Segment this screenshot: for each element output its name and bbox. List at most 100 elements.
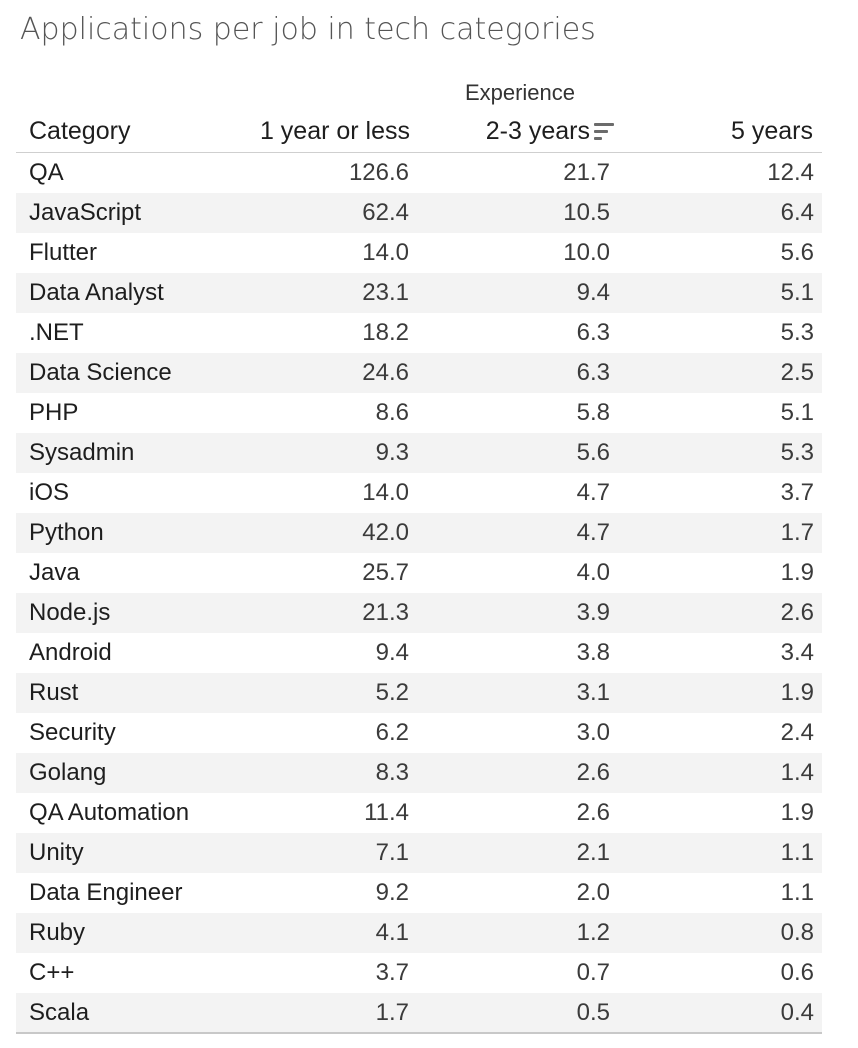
table-bottom-border xyxy=(16,1032,822,1034)
value-cell: 6.3 xyxy=(576,359,610,386)
value-cell: 5.3 xyxy=(780,319,814,346)
sort-descending-icon[interactable] xyxy=(594,123,614,141)
category-cell: Golang xyxy=(29,759,107,786)
category-cell: QA Automation xyxy=(29,799,190,826)
value-cell: 1.2 xyxy=(576,919,610,946)
table-row[interactable]: Java 25.7 4.0 1.9 xyxy=(16,553,822,593)
value-cell: 2.0 xyxy=(576,879,610,906)
table-row[interactable]: JavaScript 62.4 10.5 6.4 xyxy=(16,193,822,233)
value-cell: 0.7 xyxy=(576,959,610,986)
value-cell: 2.6 xyxy=(780,599,814,626)
category-cell: Unity xyxy=(29,839,84,866)
category-cell: iOS xyxy=(29,479,70,506)
table-row[interactable]: Unity 7.1 2.1 1.1 xyxy=(16,833,822,873)
value-cell: 3.8 xyxy=(576,639,610,666)
value-cell: 126.6 xyxy=(348,159,409,186)
value-cell: 5.8 xyxy=(576,399,610,426)
column-header-5-years[interactable]: 5 years xyxy=(731,117,813,145)
value-cell: 1.9 xyxy=(780,799,814,826)
table-row[interactable]: Python 42.0 4.7 1.7 xyxy=(16,513,822,553)
value-cell: 9.3 xyxy=(375,439,409,466)
category-cell: Flutter xyxy=(29,239,98,266)
table-row[interactable]: Data Analyst 23.1 9.4 5.1 xyxy=(16,273,822,313)
value-cell: 2.6 xyxy=(576,799,610,826)
value-cell: 1.9 xyxy=(780,559,814,586)
table-row[interactable]: PHP 8.6 5.8 5.1 xyxy=(16,393,822,433)
table-row[interactable]: C++ 3.7 0.7 0.6 xyxy=(16,953,822,993)
value-cell: 11.4 xyxy=(364,799,409,826)
header-divider xyxy=(16,152,215,153)
value-cell: 5.2 xyxy=(375,679,409,706)
value-cell: 4.7 xyxy=(576,519,610,546)
value-cell: 5.3 xyxy=(780,439,814,466)
value-cell: 14.0 xyxy=(362,479,409,506)
value-cell: 18.2 xyxy=(362,319,409,346)
value-cell: 6.2 xyxy=(375,719,409,746)
value-cell: 1.1 xyxy=(780,839,814,866)
value-cell: 5.6 xyxy=(576,439,610,466)
value-cell: 2.4 xyxy=(780,719,814,746)
table-row[interactable]: Flutter 14.0 10.0 5.6 xyxy=(16,233,822,273)
value-cell: 2.1 xyxy=(576,839,610,866)
table-row[interactable]: Ruby 4.1 1.2 0.8 xyxy=(16,913,822,953)
value-cell: 3.7 xyxy=(375,959,409,986)
table-row[interactable]: Node.js 21.3 3.9 2.6 xyxy=(16,593,822,633)
value-cell: 24.6 xyxy=(362,359,409,386)
table-row[interactable]: Data Science 24.6 6.3 2.5 xyxy=(16,353,822,393)
chart-title: Applications per job in tech categories xyxy=(20,12,596,47)
value-cell: 2.5 xyxy=(780,359,814,386)
value-cell: 9.4 xyxy=(576,279,610,306)
category-cell: .NET xyxy=(29,319,84,346)
value-cell: 4.0 xyxy=(576,559,610,586)
row-header-category[interactable]: Category xyxy=(29,117,131,145)
value-cell: 0.6 xyxy=(780,959,814,986)
category-cell: Python xyxy=(29,519,104,546)
category-cell: Sysadmin xyxy=(29,439,135,466)
value-cell: 21.3 xyxy=(362,599,409,626)
value-cell: 3.4 xyxy=(780,639,814,666)
value-cell: 23.1 xyxy=(362,279,409,306)
category-cell: QA xyxy=(29,159,64,186)
value-cell: 6.4 xyxy=(780,199,814,226)
table-row[interactable]: QA Automation 11.4 2.6 1.9 xyxy=(16,793,822,833)
category-cell: Ruby xyxy=(29,919,86,946)
value-cell: 3.9 xyxy=(576,599,610,626)
value-cell: 9.4 xyxy=(375,639,409,666)
value-cell: 7.1 xyxy=(375,839,409,866)
table-row[interactable]: QA 126.6 21.7 12.4 xyxy=(16,153,822,193)
table-row[interactable]: Rust 5.2 3.1 1.9 xyxy=(16,673,822,713)
value-cell: 5.6 xyxy=(780,239,814,266)
table-row[interactable]: Security 6.2 3.0 2.4 xyxy=(16,713,822,753)
category-cell: Java xyxy=(29,559,80,586)
category-cell: JavaScript xyxy=(29,199,142,226)
table-row[interactable]: Scala 1.7 0.5 0.4 xyxy=(16,993,822,1033)
value-cell: 62.4 xyxy=(362,199,409,226)
category-cell: Android xyxy=(29,639,112,666)
column-header-1-year-or-less[interactable]: 1 year or less xyxy=(259,117,410,145)
value-cell: 12.4 xyxy=(767,159,814,186)
table-row[interactable]: Sysadmin 9.3 5.6 5.3 xyxy=(16,433,822,473)
category-cell: Node.js xyxy=(29,599,111,626)
value-cell: 6.3 xyxy=(576,319,610,346)
value-cell: 1.1 xyxy=(780,879,814,906)
value-cell: 9.2 xyxy=(375,879,409,906)
table-row[interactable]: Data Engineer 9.2 2.0 1.1 xyxy=(16,873,822,913)
category-cell: PHP xyxy=(29,399,79,426)
table-row[interactable]: Golang 8.3 2.6 1.4 xyxy=(16,753,822,793)
value-cell: 0.8 xyxy=(780,919,814,946)
value-cell: 1.7 xyxy=(375,999,409,1026)
value-cell: 8.3 xyxy=(375,759,409,786)
table-row[interactable]: iOS 14.0 4.7 3.7 xyxy=(16,473,822,513)
value-cell: 3.1 xyxy=(576,679,610,706)
column-header-2-3-years[interactable]: 2-3 years xyxy=(485,117,590,145)
category-cell: Data Science xyxy=(29,359,172,386)
value-cell: 25.7 xyxy=(362,559,409,586)
value-cell: 0.5 xyxy=(576,999,610,1026)
column-group-header: Experience xyxy=(464,80,576,105)
table-row[interactable]: .NET 18.2 6.3 5.3 xyxy=(16,313,822,353)
value-cell: 10.0 xyxy=(563,239,610,266)
value-cell: 8.6 xyxy=(375,399,409,426)
table-row[interactable]: Android 9.4 3.8 3.4 xyxy=(16,633,822,673)
category-cell: Rust xyxy=(29,679,79,706)
value-cell: 5.1 xyxy=(780,399,814,426)
